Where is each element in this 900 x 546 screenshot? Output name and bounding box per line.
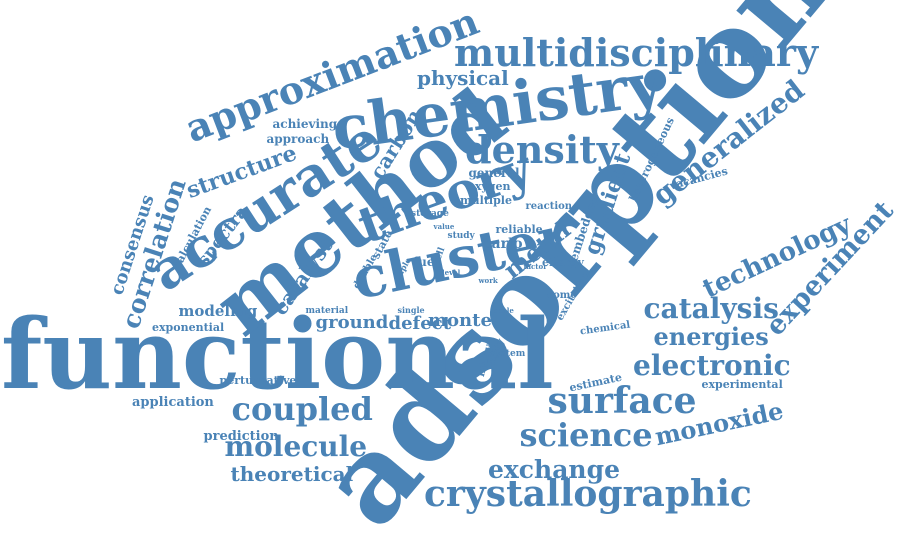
word-functional: functional: [1, 298, 554, 411]
word-exchange: exchange: [488, 454, 620, 484]
word-electronic: electronic: [633, 349, 791, 382]
word-multiple: multiple: [460, 193, 512, 207]
word-oxygen: oxygen: [467, 179, 511, 193]
word-come: come: [547, 290, 577, 301]
word-exponential: exponential: [152, 320, 225, 334]
word-science: science: [519, 416, 653, 454]
word-reaction: reaction: [525, 201, 573, 212]
word-storage: storage: [411, 208, 449, 219]
word-experimental: experimental: [701, 377, 783, 391]
word-factor: factor: [523, 261, 547, 271]
word-approach: approach: [266, 132, 330, 146]
word-application: application: [132, 394, 214, 410]
word-ground: ground: [315, 312, 389, 333]
word-reliable: reliable: [495, 222, 543, 236]
word-energy: energy: [542, 255, 584, 269]
word-perturbative: perturbative: [219, 373, 297, 387]
word-coupled: coupled: [231, 390, 373, 428]
word-work: work: [478, 275, 498, 285]
word-catalysis: catalysis: [643, 292, 779, 325]
word-level: level: [442, 267, 461, 277]
word-single: single: [397, 305, 425, 315]
word-value: value: [433, 221, 455, 231]
word-multidisciplinary: multidisciplinary: [454, 30, 819, 75]
word-modeling: modeling: [178, 301, 258, 320]
word-study: study: [447, 230, 475, 241]
word-physical: physical: [417, 66, 509, 90]
word-molecule: molecule: [224, 430, 368, 463]
word-surface: surface: [547, 380, 697, 422]
word-theoretical: theoretical: [230, 462, 354, 486]
word-fuel: fuel: [413, 255, 440, 269]
word-energies: energies: [653, 322, 769, 351]
word-prediction: prediction: [203, 428, 279, 444]
word-defect: defect: [388, 313, 452, 334]
word-density: density: [465, 127, 619, 172]
word-achieving: achieving: [272, 117, 338, 131]
word-carlo: carlo: [483, 236, 523, 252]
word-crystallographic: crystallographic: [424, 473, 752, 515]
word-monte: monte: [428, 310, 492, 331]
word-material: material: [305, 305, 349, 316]
word-scale: scale: [494, 305, 514, 315]
word-general: general: [468, 166, 520, 180]
word-system: system: [490, 348, 526, 359]
